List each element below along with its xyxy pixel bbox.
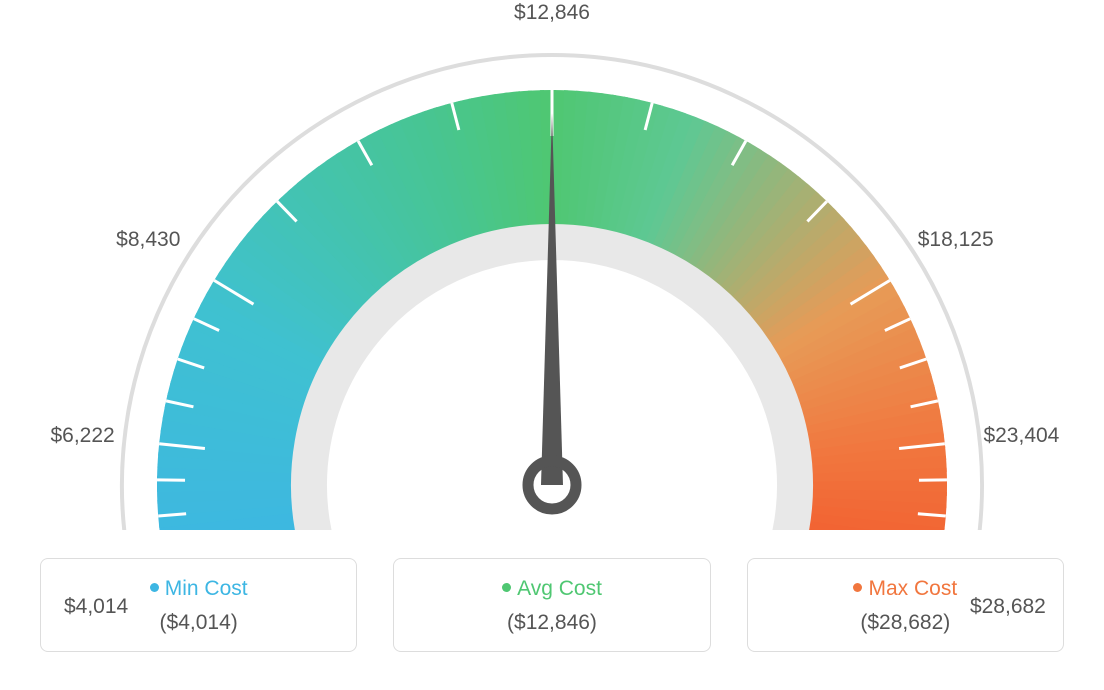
gauge-scale-label: $28,682 [970,595,1046,619]
legend-dot-max [853,583,862,592]
legend-title-text: Avg Cost [517,577,602,600]
gauge-scale-label: $23,404 [983,424,1059,448]
legend-title-avg: Avg Cost [404,577,699,601]
legend-dot-avg [502,583,511,592]
gauge-scale-label: $8,430 [116,228,180,252]
legend-card-avg: Avg Cost ($12,846) [393,558,710,652]
legend-dot-min [150,583,159,592]
gauge-scale-label: $4,014 [64,595,128,619]
legend-title-text: Max Cost [868,577,957,600]
legend-row: Min Cost ($4,014) Avg Cost ($12,846) Max… [20,558,1084,652]
gauge-scale-label: $6,222 [50,424,114,448]
legend-title-text: Min Cost [165,577,248,600]
gauge-scale-label: $18,125 [918,228,994,252]
gauge-scale-label: $12,846 [514,1,590,25]
cost-gauge-chart: $4,014$6,222$8,430$12,846$18,125$23,404$… [20,20,1084,530]
legend-value-avg: ($12,846) [404,611,699,635]
gauge-svg [20,20,1084,530]
